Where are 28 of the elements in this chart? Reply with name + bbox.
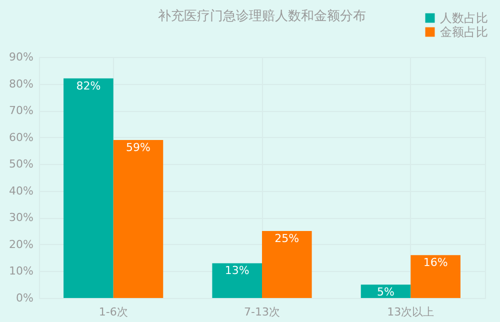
x-tick-label: 13次以上 — [387, 306, 434, 318]
bar — [262, 231, 312, 298]
y-tick-label: 50% — [9, 158, 34, 171]
y-tick-label: 0% — [16, 292, 34, 304]
y-tick-label: 70% — [9, 104, 34, 118]
bar — [360, 284, 411, 298]
bar — [113, 140, 164, 298]
data-label: 25% — [274, 232, 300, 246]
y-tick-label: 20% — [9, 238, 34, 251]
data-label: 59% — [126, 141, 150, 154]
data-label: 13% — [224, 264, 250, 278]
legend-label: 金额占比 — [440, 25, 488, 39]
bar — [212, 263, 262, 298]
data-label: 82% — [76, 79, 101, 92]
bar — [64, 78, 114, 298]
x-tick-label: 7-13次 — [244, 306, 280, 318]
data-label: 5% — [377, 286, 394, 299]
legend-label: 人数占比 — [440, 11, 488, 25]
data-label: 16% — [423, 256, 448, 270]
y-tick-label: 60% — [9, 130, 34, 144]
y-tick-label: 80% — [9, 77, 34, 90]
y-tick-label: 10% — [9, 264, 34, 278]
bar — [410, 255, 460, 298]
y-tick-label: 40% — [9, 184, 34, 198]
chart-title: 补充医疗门急诊理赔人数和金额分布 — [158, 8, 366, 24]
y-tick-label: 90% — [9, 50, 34, 64]
y-tick-label: 30% — [9, 211, 34, 224]
x-tick-label: 1-6次 — [98, 306, 128, 318]
